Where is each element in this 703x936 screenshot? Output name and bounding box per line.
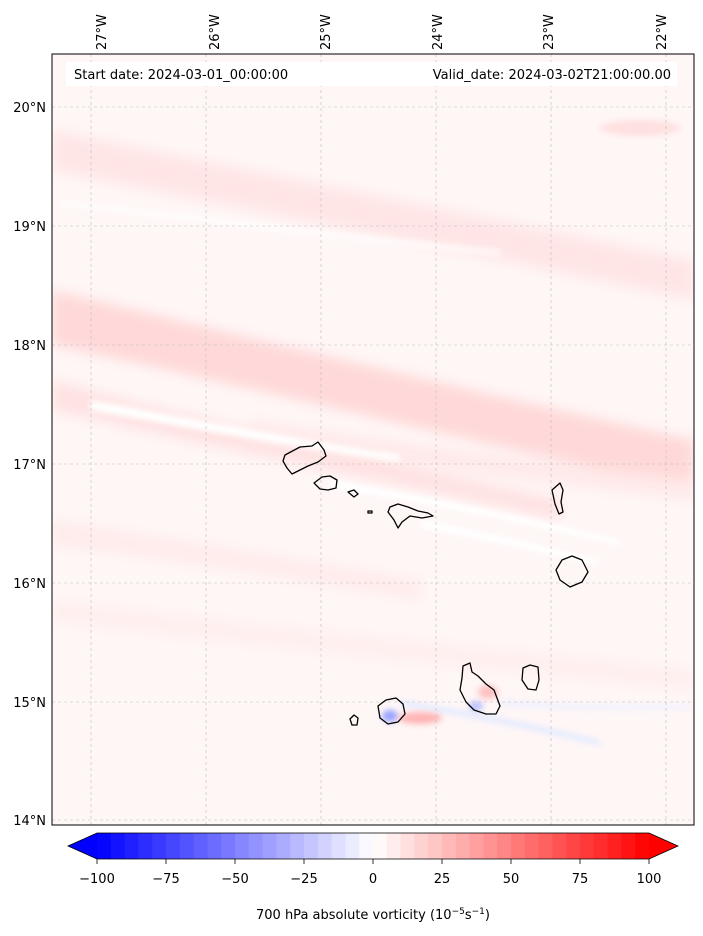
colorbar-cell xyxy=(414,833,429,859)
colorbar-cell xyxy=(359,833,374,859)
island-santo-antao xyxy=(282,441,327,475)
colorbar-cell xyxy=(635,833,650,859)
lon-tick-label: 27°W xyxy=(95,14,110,50)
colorbar-cell xyxy=(483,833,498,859)
colorbar-cell xyxy=(193,833,208,859)
colorbar-cell xyxy=(221,833,236,859)
colorbar-cell xyxy=(580,833,595,859)
colorbar-ticks xyxy=(96,859,650,864)
colorbar-cell xyxy=(428,833,443,859)
lat-tick-label: 16°N xyxy=(13,577,46,592)
lat-tick-label: 17°N xyxy=(13,458,46,473)
colorbar-cell xyxy=(235,833,250,859)
vorticity-field xyxy=(52,54,694,825)
colorbar-cell xyxy=(455,833,470,859)
header-box xyxy=(66,62,677,86)
island-santa-luzia xyxy=(347,489,359,498)
colorbar-cell xyxy=(166,833,181,859)
lon-tick-label: 26°W xyxy=(208,14,223,50)
colorbar-cell xyxy=(345,833,360,859)
island-raso xyxy=(367,510,373,514)
colorbar-cell xyxy=(124,833,139,859)
colorbar-cell xyxy=(262,833,277,859)
colorbar-extend-max xyxy=(649,833,678,859)
colorbar-cell xyxy=(621,833,636,859)
colorbar-cell xyxy=(179,833,194,859)
island-santiago xyxy=(459,662,501,715)
colorbar-tick-label: −25 xyxy=(290,872,317,887)
colorbar-cells xyxy=(97,833,650,859)
colorbar-tick-label: 0 xyxy=(369,872,377,887)
colorbar-cell xyxy=(524,833,539,859)
colorbar-cell xyxy=(317,833,332,859)
island-fogo xyxy=(377,697,406,725)
lat-tick-label: 15°N xyxy=(13,696,46,711)
colorbar-tick-labels: −100 −75 −50 −25 0 25 50 75 100 xyxy=(79,872,661,887)
colorbar-tick-label: 100 xyxy=(637,872,662,887)
island-sao-vicente xyxy=(313,475,338,491)
colorbar-cell xyxy=(110,833,125,859)
colorbar-tick-label: −100 xyxy=(79,872,115,887)
colorbar-cell xyxy=(304,833,319,859)
colorbar-cell xyxy=(511,833,526,859)
colorbar-cell xyxy=(442,833,457,859)
lon-tick-label: 22°W xyxy=(655,14,670,50)
colorbar-title: 700 hPa absolute vorticity (10−5s−1) xyxy=(256,907,490,923)
lat-tick-label: 18°N xyxy=(13,339,46,354)
colorbar-cell xyxy=(386,833,401,859)
island-brava xyxy=(349,714,359,726)
colorbar-cell xyxy=(373,833,388,859)
map-frame xyxy=(51,53,695,826)
lon-tick-label: 25°W xyxy=(319,14,334,50)
island-coastlines xyxy=(282,441,589,726)
lat-tick-label: 19°N xyxy=(13,220,46,235)
map-gridlines xyxy=(52,54,694,825)
lat-tick-label: 20°N xyxy=(13,101,46,116)
colorbar-cell xyxy=(538,833,553,859)
start-date-label: Start date: 2024-03-01_00:00:00 xyxy=(74,68,288,83)
colorbar-cell xyxy=(276,833,291,859)
colorbar-cell xyxy=(497,833,512,859)
valid-date-label: Valid_date: 2024-03-02T21:00:00.00 xyxy=(433,68,671,83)
lat-tick-label: 14°N xyxy=(13,814,46,829)
island-maio xyxy=(521,664,540,691)
colorbar-cell xyxy=(607,833,622,859)
latitude-labels: 20°N 19°N 18°N 17°N 16°N 15°N 14°N xyxy=(13,101,46,829)
colorbar-cell xyxy=(469,833,484,859)
colorbar-extend-min xyxy=(68,833,97,859)
lon-tick-label: 24°W xyxy=(431,14,446,50)
island-sal xyxy=(551,482,564,515)
colorbar-tick-label: −50 xyxy=(221,872,248,887)
colorbar-cell xyxy=(566,833,581,859)
colorbar-tick-label: −75 xyxy=(152,872,179,887)
colorbar-cell xyxy=(97,833,112,859)
longitude-labels: 27°W 26°W 25°W 24°W 23°W 22°W xyxy=(95,14,670,50)
colorbar-cell xyxy=(248,833,263,859)
colorbar-cell xyxy=(552,833,567,859)
colorbar-tick-label: 75 xyxy=(572,872,589,887)
colorbar-cell xyxy=(290,833,305,859)
colorbar-cell xyxy=(207,833,222,859)
colorbar-cell xyxy=(400,833,415,859)
island-boa-vista xyxy=(555,555,589,588)
island-sao-nicolau xyxy=(387,503,434,529)
colorbar: −100 −75 −50 −25 0 25 50 75 100 700 hPa … xyxy=(67,832,679,923)
colorbar-cell xyxy=(593,833,608,859)
colorbar-tick-label: 25 xyxy=(434,872,451,887)
colorbar-cell xyxy=(152,833,167,859)
colorbar-tick-label: 50 xyxy=(503,872,520,887)
lon-tick-label: 23°W xyxy=(542,14,557,50)
colorbar-cell xyxy=(138,833,153,859)
colorbar-cell xyxy=(331,833,346,859)
